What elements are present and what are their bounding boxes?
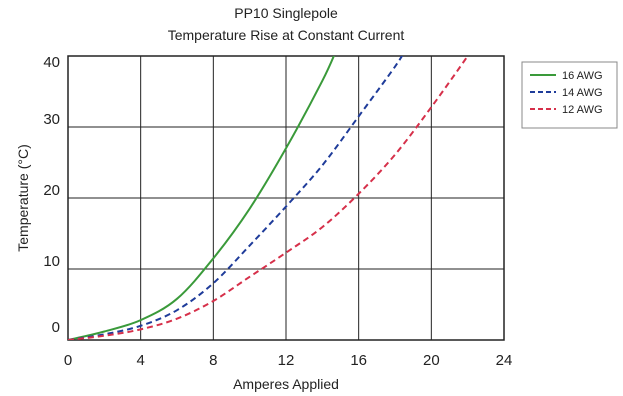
series-line-12-awg: [68, 56, 469, 340]
x-axis-label: Amperes Applied: [233, 376, 339, 392]
legend: 16 AWG 14 AWG 12 AWG: [521, 61, 618, 129]
chart-title: PP10 Singlepole: [234, 5, 338, 21]
x-tick-label-16: 16: [350, 352, 367, 369]
legend-items: 16 AWG 14 AWG 12 AWG: [530, 70, 603, 116]
x-tick-label-24: 24: [496, 352, 513, 369]
x-tick-label-0: 0: [64, 352, 72, 369]
legend-box: [521, 61, 618, 129]
plot-area: [67, 55, 505, 341]
series-line-14-awg: [68, 56, 404, 340]
x-tick-label-4: 4: [136, 352, 144, 369]
legend-label-12-awg: 12 AWG: [562, 104, 603, 116]
y-tick-label-20: 20: [43, 182, 60, 199]
x-axis-ticks: 0 4 8 12 16 20 24: [64, 352, 513, 369]
y-axis-label: Temperature (°C): [15, 144, 31, 252]
y-tick-label-30: 30: [43, 111, 60, 128]
grid: [68, 56, 504, 340]
series-layer: [68, 56, 469, 340]
x-tick-label-20: 20: [423, 352, 440, 369]
y-tick-label-10: 10: [43, 253, 60, 270]
series-line-16-awg: [68, 56, 335, 340]
x-tick-label-12: 12: [278, 352, 295, 369]
legend-label-14-awg: 14 AWG: [562, 87, 603, 99]
x-tick-label-8: 8: [209, 352, 217, 369]
y-tick-label-40: 40: [43, 54, 60, 71]
legend-label-16-awg: 16 AWG: [562, 70, 603, 82]
chart-subtitle: Temperature Rise at Constant Current: [168, 27, 405, 43]
y-axis-ticks: 0 10 20 30 40: [43, 54, 60, 336]
y-tick-label-0: 0: [52, 319, 60, 336]
